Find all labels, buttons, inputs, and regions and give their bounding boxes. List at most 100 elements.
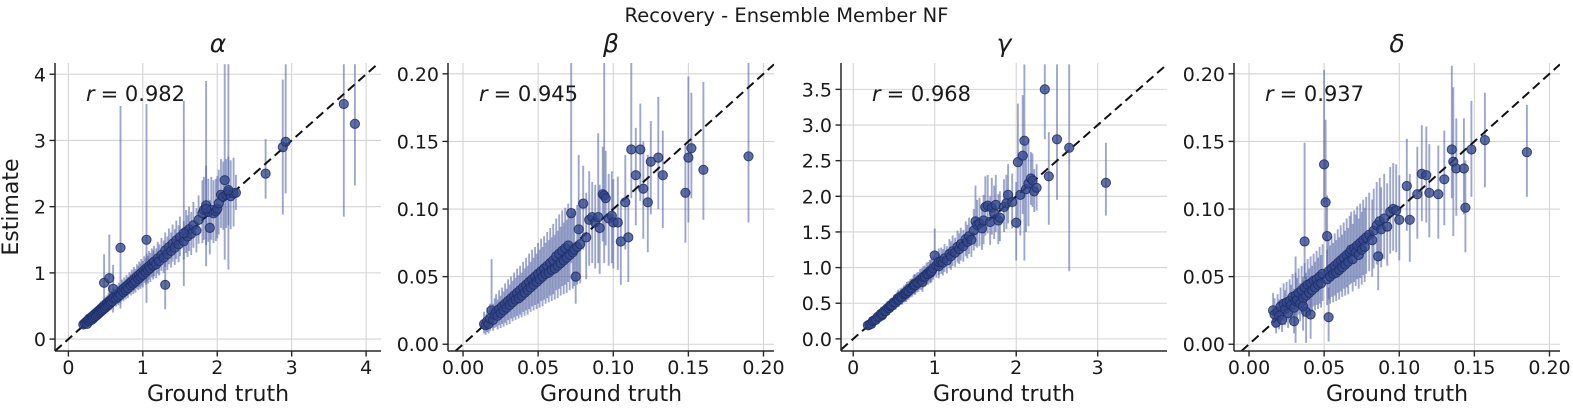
x-tick-label: 0 bbox=[62, 357, 74, 379]
data-point bbox=[1289, 316, 1300, 327]
data-point bbox=[657, 170, 668, 181]
data-point bbox=[638, 183, 649, 194]
data-point bbox=[1421, 170, 1432, 181]
subplot-alpha: 0 1 2 3 4 0 1 2 3 4 α r = 0.982 Ground truth Estimate bbox=[0, 29, 381, 407]
data-point bbox=[994, 212, 1005, 223]
figure-title: Recovery - Ensemble Member NF bbox=[624, 4, 949, 27]
data-point bbox=[635, 144, 646, 155]
data-point bbox=[985, 216, 996, 228]
data-point bbox=[683, 152, 694, 163]
data-point bbox=[990, 199, 1001, 210]
y-axis-label: Estimate bbox=[0, 158, 24, 255]
data-point bbox=[1382, 221, 1393, 232]
data-point bbox=[1043, 171, 1054, 182]
data-point bbox=[1479, 135, 1490, 146]
data-point bbox=[642, 197, 653, 208]
x-tick-label: 0.00 bbox=[442, 357, 484, 379]
data-point bbox=[1412, 189, 1423, 200]
y-tick-label: 0.00 bbox=[1183, 334, 1225, 356]
data-point bbox=[626, 144, 637, 155]
data-point bbox=[1298, 301, 1309, 312]
data-point bbox=[1401, 180, 1412, 192]
correlation-label: r = 0.982 bbox=[86, 82, 185, 106]
data-point bbox=[1017, 150, 1028, 161]
x-axis-label: Ground truth bbox=[540, 382, 682, 407]
y-tick-label: 1.0 bbox=[802, 258, 832, 280]
data-point bbox=[570, 271, 581, 282]
data-point bbox=[1323, 312, 1334, 323]
data-point bbox=[623, 232, 634, 243]
data-point bbox=[104, 273, 115, 284]
data-point bbox=[1320, 197, 1331, 208]
data-point bbox=[1319, 159, 1330, 170]
data-point bbox=[698, 164, 709, 175]
data-point bbox=[201, 203, 212, 214]
x-axis-label: Ground truth bbox=[147, 382, 289, 407]
y-tick-label: 3.0 bbox=[802, 115, 832, 137]
x-tick-label: 0.00 bbox=[1228, 357, 1270, 379]
y-tick-label: 2.5 bbox=[802, 151, 832, 173]
x-tick-label: 0.15 bbox=[1453, 357, 1495, 379]
grid bbox=[841, 63, 1167, 351]
data-point bbox=[686, 143, 697, 154]
data-point bbox=[600, 193, 611, 204]
data-point bbox=[566, 208, 577, 219]
correlation-label: r = 0.945 bbox=[479, 82, 578, 106]
data-point bbox=[178, 228, 189, 239]
x-tick-label: 0.05 bbox=[517, 357, 559, 379]
y-tick-label: 0.10 bbox=[1183, 199, 1225, 221]
data-point bbox=[1100, 177, 1111, 188]
data-point bbox=[966, 234, 977, 245]
x-axis-label: Ground truth bbox=[1326, 382, 1468, 407]
x-tick-label: 4 bbox=[360, 357, 372, 379]
data-point bbox=[1064, 142, 1075, 153]
data-point bbox=[1458, 163, 1469, 174]
data-point bbox=[338, 98, 349, 110]
data-point bbox=[1007, 196, 1018, 208]
data-point bbox=[593, 212, 604, 223]
data-point bbox=[1359, 241, 1370, 252]
data-point bbox=[1404, 214, 1415, 225]
x-tick-label: 3 bbox=[1092, 357, 1104, 379]
y-tick-label: 0.05 bbox=[397, 267, 439, 289]
y-tick-label: 0.5 bbox=[802, 293, 832, 315]
data-point bbox=[1277, 314, 1288, 325]
x-tick-label: 0.10 bbox=[1378, 357, 1420, 379]
data-point bbox=[219, 175, 230, 186]
data-point bbox=[115, 242, 126, 253]
y-tick-label: 0.20 bbox=[1183, 64, 1225, 86]
y-tick-label: 3.5 bbox=[802, 79, 832, 101]
data-point bbox=[191, 225, 202, 236]
data-point bbox=[1039, 84, 1050, 95]
data-point bbox=[1299, 236, 1310, 247]
data-point bbox=[594, 222, 605, 234]
subplot-title: γ bbox=[997, 29, 1013, 58]
data-point bbox=[1439, 174, 1450, 185]
data-point bbox=[1322, 231, 1333, 242]
data-point bbox=[630, 170, 641, 181]
y-tick-label: 0.15 bbox=[397, 131, 439, 153]
x-tick-label: 3 bbox=[286, 357, 298, 379]
data-point bbox=[1521, 147, 1532, 158]
data-point bbox=[573, 224, 584, 235]
data-point bbox=[1433, 189, 1444, 200]
subplot-gamma: 0 1 2 3 0.0 0.5 1.0 1.5 2.0 2.5 3.0 3.5 γ r = 0.968 Gro… bbox=[802, 29, 1167, 407]
y-tick-label: 2 bbox=[34, 197, 46, 219]
data-layer bbox=[1240, 63, 1560, 351]
data-point bbox=[1305, 309, 1316, 320]
data-point bbox=[575, 239, 586, 250]
data-point bbox=[1011, 217, 1022, 228]
x-tick-label: 1 bbox=[137, 357, 149, 379]
correlation-label: r = 0.968 bbox=[872, 82, 971, 106]
data-point bbox=[1031, 182, 1042, 193]
data-point bbox=[1391, 205, 1402, 216]
data-point bbox=[1373, 251, 1384, 262]
x-tick-label: 0.05 bbox=[1303, 357, 1345, 379]
data-point bbox=[141, 234, 152, 245]
data-layer bbox=[841, 63, 1167, 351]
data-point bbox=[612, 217, 623, 228]
y-tick-label: 0.0 bbox=[802, 329, 832, 351]
y-tick-label: 1.5 bbox=[802, 222, 832, 244]
y-tick-label: 3 bbox=[34, 130, 46, 152]
